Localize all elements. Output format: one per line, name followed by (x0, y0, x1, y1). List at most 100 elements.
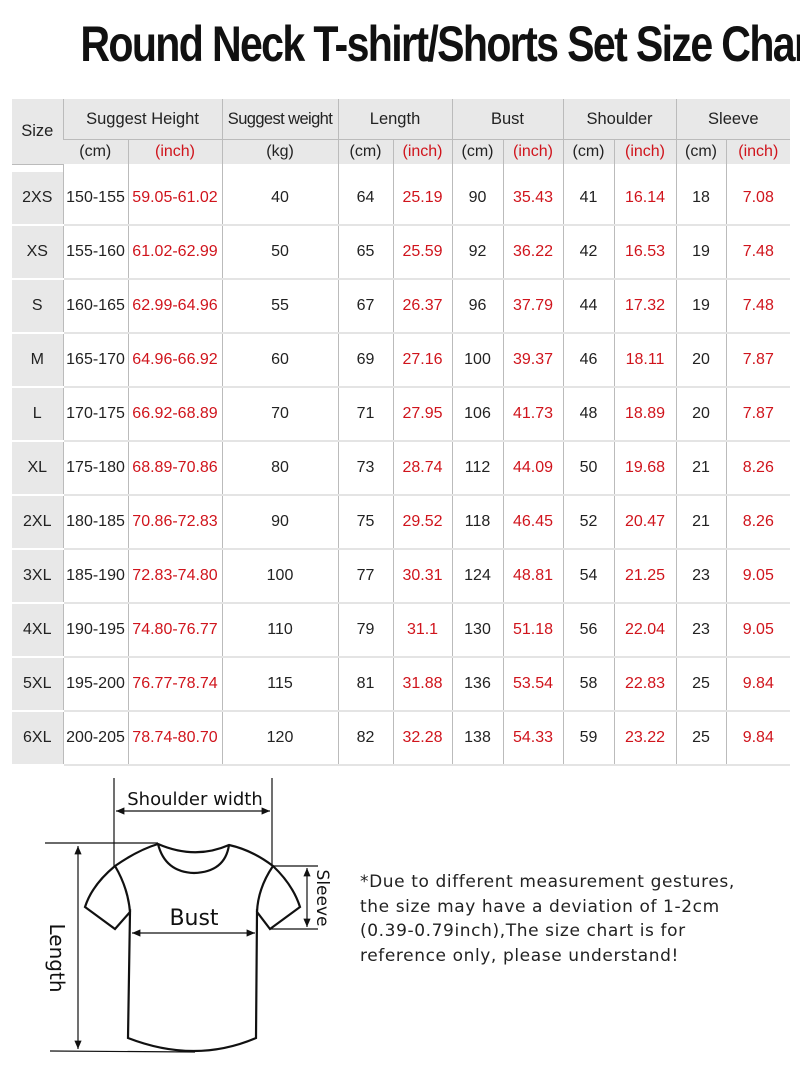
cell-height-cm: 165-170 (62, 332, 128, 388)
cell-weight-kg: 70 (221, 386, 339, 442)
cell-weight-kg: 110 (221, 602, 339, 658)
disclaimer-note: *Due to different measurement gestures, … (360, 870, 735, 968)
cell-height-cm: 150-155 (62, 171, 128, 226)
cell-bust-cm: 130 (451, 602, 504, 658)
cell-shoulder-cm: 48 (562, 386, 615, 442)
table-row: 2XL 180-185 70.86-72.83 90 75 29.52 118 46.45 52… (12, 494, 791, 550)
cell-length-inch: 27.16 (392, 332, 453, 388)
cell-height-cm: 190-195 (62, 602, 128, 658)
unit-inch: (inch) (392, 139, 453, 164)
cell-height-inch: 78.74-80.70 (127, 710, 223, 766)
cell-shoulder-inch: 20.47 (613, 494, 677, 550)
unit-kg: (kg) (221, 139, 339, 164)
header-height: Suggest Height (62, 99, 223, 140)
cell-size: 5XL (12, 656, 63, 712)
table-row: M 165-170 64.96-66.92 60 69 27.16 100 39.37 46 18… (12, 332, 791, 388)
cell-height-cm: 170-175 (62, 386, 128, 442)
cell-shoulder-inch: 16.14 (613, 171, 677, 226)
cell-length-inch: 31.1 (392, 602, 453, 658)
length-label: Length (45, 924, 69, 993)
cell-length-cm: 73 (337, 440, 394, 496)
cell-shoulder-cm: 42 (562, 224, 615, 280)
cell-sleeve-cm: 21 (675, 440, 727, 496)
cell-shoulder-cm: 56 (562, 602, 615, 658)
unit-inch: (inch) (502, 139, 564, 164)
cell-shoulder-inch: 21.25 (613, 548, 677, 604)
cell-height-inch: 72.83-74.80 (127, 548, 223, 604)
table-row: 3XL 185-190 72.83-74.80 100 77 30.31 124 48.81 5… (12, 548, 791, 604)
cell-sleeve-cm: 20 (675, 386, 727, 442)
table-row: XS 155-160 61.02-62.99 50 65 25.59 92 36.22 42 16… (12, 224, 791, 280)
cell-length-cm: 64 (337, 171, 394, 226)
cell-length-cm: 75 (337, 494, 394, 550)
cell-length-inch: 32.28 (392, 710, 453, 766)
table-row: 4XL 190-195 74.80-76.77 110 79 31.1 130 51.18 56… (12, 602, 791, 658)
cell-sleeve-cm: 23 (675, 602, 727, 658)
size-table: Size Suggest Height Suggest weight Lengt… (12, 99, 791, 766)
header-length: Length (337, 99, 453, 140)
cell-height-cm: 180-185 (62, 494, 128, 550)
cell-sleeve-cm: 21 (675, 494, 727, 550)
tshirt-outline-icon (83, 842, 302, 1053)
cell-bust-inch: 46.45 (502, 494, 564, 550)
cell-shoulder-cm: 52 (562, 494, 615, 550)
cell-length-cm: 71 (337, 386, 394, 442)
cell-bust-cm: 118 (451, 494, 504, 550)
cell-bust-inch: 44.09 (502, 440, 564, 496)
cell-weight-kg: 80 (221, 440, 339, 496)
cell-sleeve-inch: 9.05 (725, 602, 791, 658)
cell-height-inch: 70.86-72.83 (127, 494, 223, 550)
cell-bust-cm: 100 (451, 332, 504, 388)
cell-shoulder-cm: 59 (562, 710, 615, 766)
unit-inch: (inch) (127, 139, 223, 164)
unit-cm: (cm) (675, 139, 727, 164)
cell-bust-cm: 106 (451, 386, 504, 442)
cell-bust-cm: 124 (451, 548, 504, 604)
cell-weight-kg: 55 (221, 278, 339, 334)
cell-sleeve-inch: 9.84 (725, 656, 791, 712)
cell-size: M (12, 332, 63, 388)
cell-sleeve-inch: 7.48 (725, 278, 791, 334)
header-shoulder: Shoulder (562, 99, 677, 140)
table-row: 5XL 195-200 76.77-78.74 115 81 31.88 136 53.54 5… (12, 656, 791, 712)
table-row: L 170-175 66.92-68.89 70 71 27.95 106 41.73 48 18… (12, 386, 791, 442)
cell-bust-cm: 96 (451, 278, 504, 334)
cell-shoulder-inch: 17.32 (613, 278, 677, 334)
cell-height-cm: 155-160 (62, 224, 128, 280)
header-sleeve: Sleeve (675, 99, 791, 140)
cell-shoulder-cm: 58 (562, 656, 615, 712)
cell-height-inch: 59.05-61.02 (127, 171, 223, 226)
cell-height-inch: 76.77-78.74 (127, 656, 223, 712)
cell-length-cm: 65 (337, 224, 394, 280)
note-line: (0.39-0.79inch),The size chart is for (360, 921, 686, 941)
cell-height-cm: 200-205 (62, 710, 128, 766)
cell-length-inch: 25.59 (392, 224, 453, 280)
cell-bust-cm: 112 (451, 440, 504, 496)
cell-sleeve-cm: 25 (675, 656, 727, 712)
cell-weight-kg: 90 (221, 494, 339, 550)
cell-length-inch: 30.31 (392, 548, 453, 604)
cell-height-cm: 175-180 (62, 440, 128, 496)
cell-bust-inch: 36.22 (502, 224, 564, 280)
header-bust: Bust (451, 99, 564, 140)
cell-bust-inch: 35.43 (502, 171, 564, 226)
cell-shoulder-inch: 18.89 (613, 386, 677, 442)
note-line: reference only, please understand! (360, 945, 679, 966)
cell-sleeve-cm: 25 (675, 710, 727, 766)
unit-cm: (cm) (337, 139, 394, 164)
cell-bust-inch: 48.81 (502, 548, 564, 604)
cell-height-inch: 61.02-62.99 (127, 224, 223, 280)
cell-length-cm: 81 (337, 656, 394, 712)
cell-sleeve-inch: 7.08 (725, 171, 791, 226)
cell-bust-inch: 54.33 (502, 710, 564, 766)
cell-sleeve-inch: 8.26 (725, 494, 791, 550)
note-line: *Due to different measurement gestures, (360, 872, 735, 892)
cell-sleeve-inch: 7.48 (725, 224, 791, 280)
page-title: Round Neck T-shirt/Shorts Set Size Chart (80, 16, 800, 72)
cell-length-cm: 82 (337, 710, 394, 766)
cell-shoulder-cm: 54 (562, 548, 615, 604)
cell-sleeve-cm: 19 (675, 278, 727, 334)
cell-bust-cm: 90 (451, 171, 504, 226)
unit-cm: (cm) (451, 139, 504, 164)
cell-shoulder-inch: 16.53 (613, 224, 677, 280)
